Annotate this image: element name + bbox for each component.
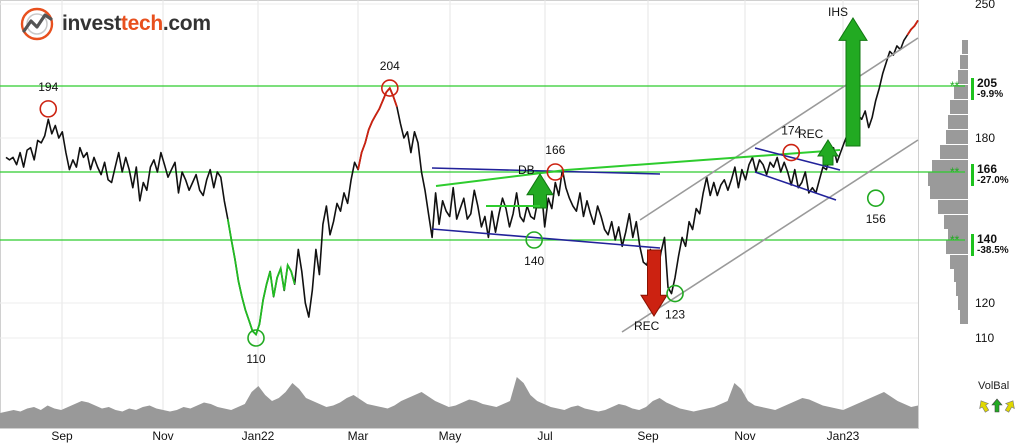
- pattern-annotation: REC: [798, 127, 824, 141]
- db-resistance-line: [431, 167, 661, 175]
- price-level-pct: -9.9%: [977, 89, 1004, 100]
- x-tick-label: Mar: [348, 429, 369, 443]
- extreme-marker-circle: [381, 79, 399, 97]
- volume-profile-bar: [946, 240, 968, 254]
- volume-profile-bar: [932, 160, 968, 174]
- pattern-annotation: REC: [634, 319, 660, 333]
- volume-profile-bar: [958, 296, 968, 310]
- logo[interactable]: investtech.com: [18, 6, 211, 42]
- extreme-marker-label: 204: [380, 59, 400, 73]
- extreme-marker-circle: [546, 163, 565, 181]
- volume-profile-bar: [928, 172, 968, 186]
- volume-profile-bar: [948, 228, 968, 242]
- extreme-marker-circle: [782, 143, 801, 162]
- price-level-box-166: 166 -27.0%: [971, 162, 1020, 186]
- volume-profile-bar: [950, 100, 968, 114]
- rec-lower-line: [754, 171, 837, 201]
- extreme-marker-label: 166: [545, 143, 565, 157]
- volume-profile-bar: [938, 200, 968, 214]
- level-marker: **: [950, 79, 960, 93]
- volbal-label: VolBal: [978, 380, 1010, 392]
- extreme-marker-label: 123: [665, 308, 685, 322]
- extreme-marker-circle: [247, 329, 265, 347]
- x-tick-label: Jan22: [242, 429, 275, 443]
- price-level-box-140: 140 -38.5%: [971, 232, 1020, 256]
- y-tick-label: 120: [975, 296, 995, 310]
- pattern-annotation: IHS: [828, 5, 848, 19]
- x-tick-label: Nov: [734, 429, 755, 443]
- logo-text: investtech.com: [62, 12, 211, 35]
- sell-signal-arrow-rec: [640, 249, 668, 317]
- price-level-pct: -27.0%: [977, 175, 1009, 186]
- volume-profile-bar: [956, 282, 968, 296]
- buy-signal-arrow-rec: [817, 139, 839, 166]
- price-level-box-205: 205 -9.9%: [971, 76, 1020, 100]
- ihs-neckline: [565, 149, 841, 171]
- y-tick-label: 250: [975, 0, 995, 11]
- x-tick-label: Nov: [152, 429, 173, 443]
- extreme-marker-label: 156: [866, 212, 886, 226]
- db-support-line: [431, 228, 661, 249]
- volbal-arrows-icon: [979, 398, 1015, 413]
- extreme-marker-circle: [525, 231, 543, 249]
- overbought-segment: [906, 19, 919, 36]
- volume-balance: VolBal: [978, 380, 1020, 414]
- x-tick-label: May: [439, 429, 462, 443]
- price-level-value: 205: [977, 76, 998, 90]
- buy-signal-arrow-ihs: [838, 17, 868, 147]
- pattern-annotation: DB: [518, 163, 535, 177]
- y-tick-label: 110: [975, 331, 994, 345]
- price-line: [5, 19, 919, 336]
- x-tick-label: Jan23: [827, 429, 860, 443]
- rectangle-green-line: [435, 169, 567, 187]
- volume-profile-bar: [946, 130, 968, 144]
- level-marker: **: [950, 233, 960, 247]
- level-marker: **: [950, 165, 960, 179]
- volume-profile-bar: [948, 115, 968, 129]
- oversold-segment: [226, 218, 296, 337]
- extreme-marker-label: 174: [781, 124, 801, 138]
- extreme-marker-label: 110: [246, 352, 265, 366]
- volume-profile-bar: [962, 40, 968, 54]
- volume-profile-bar: [950, 255, 968, 269]
- extreme-marker-label: 140: [524, 254, 544, 268]
- extreme-marker-label: 194: [38, 80, 58, 94]
- y-tick-label: 180: [975, 131, 995, 145]
- buy-signal-arrow-db: [526, 173, 554, 209]
- volume-profile-bar: [930, 185, 968, 199]
- volume-profile-bar: [958, 70, 968, 84]
- price-level-pct: -38.5%: [977, 245, 1009, 256]
- overbought-segment: [357, 86, 398, 170]
- investtech-logo-icon: [20, 7, 54, 41]
- volume-profile-bar: [940, 145, 968, 159]
- plot-frame: [0, 0, 919, 429]
- trend-channel-upper: [639, 37, 919, 221]
- price-level-value: 166: [977, 162, 998, 176]
- volume-profile-bar: [960, 310, 968, 324]
- volume-profile-bar: [954, 268, 968, 282]
- extreme-marker-circle: [666, 284, 684, 303]
- volume-profile-bar: [944, 215, 968, 229]
- x-tick-label: Sep: [637, 429, 659, 443]
- extreme-marker-circle: [39, 100, 58, 118]
- volume-profile-bar: [954, 85, 968, 99]
- x-tick-label: Jul: [537, 429, 552, 443]
- volbal-arrows: [978, 398, 1020, 414]
- volume-area: [0, 377, 918, 428]
- extreme-marker-circle: [866, 189, 885, 207]
- volume-profile-bar: [960, 55, 968, 69]
- price-level-value: 140: [977, 232, 998, 246]
- x-tick-label: Sep: [51, 429, 73, 443]
- rec-upper-line: [754, 147, 841, 171]
